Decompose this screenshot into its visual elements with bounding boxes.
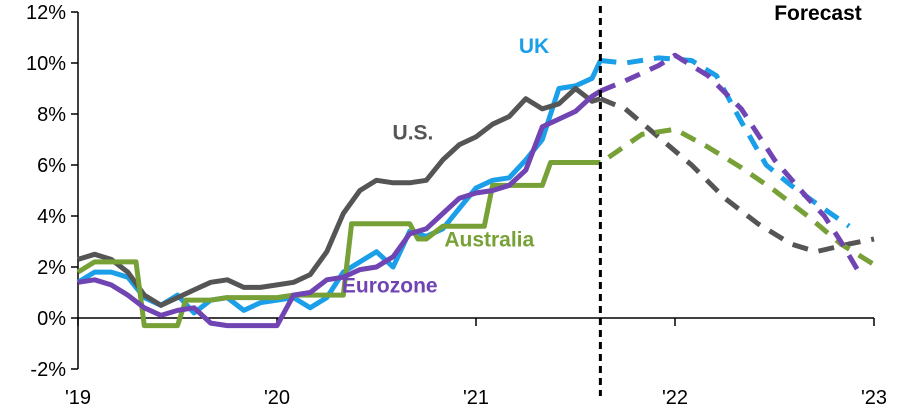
x-tick-label: '19 xyxy=(65,387,91,409)
series-label-u-s: U.S. xyxy=(393,122,434,145)
y-tick-label: -2% xyxy=(30,359,66,381)
series-line-australia-forecast xyxy=(607,126,876,267)
series-line-eurozone-forecast xyxy=(599,52,860,271)
series-line-u-s-forecast xyxy=(599,96,875,255)
series-label-australia: Australia xyxy=(444,229,534,252)
y-tick-label: 4% xyxy=(37,206,66,228)
y-tick-label: 6% xyxy=(37,155,66,177)
series-line-u-s-actual xyxy=(77,86,602,308)
y-tick-label: 10% xyxy=(26,53,66,75)
x-tick-label: '23 xyxy=(861,387,887,409)
series-line-australia-actual xyxy=(76,160,601,329)
y-tick-label: 8% xyxy=(37,104,66,126)
series-labels: UK U.S. Australia Eurozone xyxy=(342,35,549,298)
x-axis-ticks: '19 '20 '21 '22 '23 xyxy=(65,318,887,409)
series-line-eurozone-actual xyxy=(77,88,602,329)
x-tick-label: '20 xyxy=(264,387,290,409)
series-group xyxy=(76,52,876,329)
x-tick-label: '21 xyxy=(463,387,489,409)
y-tick-label: 2% xyxy=(37,257,66,279)
series-label-eurozone: Eurozone xyxy=(342,275,438,298)
y-tick-label: 0% xyxy=(37,308,66,330)
y-axis-ticks: -2% 0% 2% 4% 6% 8% 10% 12% xyxy=(26,2,78,381)
x-tick-label: '22 xyxy=(662,387,688,409)
forecast-label: Forecast xyxy=(774,2,862,25)
y-tick-label: 12% xyxy=(26,2,66,24)
series-label-uk: UK xyxy=(519,35,549,58)
